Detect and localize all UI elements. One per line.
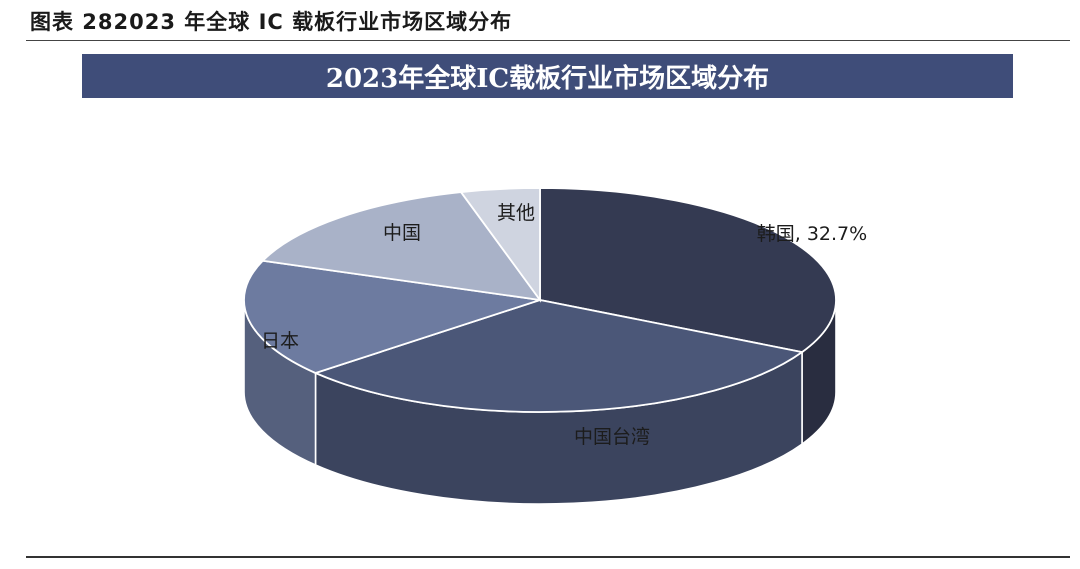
figure-caption: 图表 282023 年全球 IC 载板行业市场区域分布 xyxy=(30,10,513,34)
pie-labels: 韩国, 32.7% 中国台湾 日本 中国 其他 xyxy=(261,202,867,448)
pie-label-korea: 韩国, 32.7% xyxy=(757,223,867,245)
pie-side-wall xyxy=(243,299,837,505)
pie-top-face xyxy=(243,187,837,413)
pie-label-taiwan: 中国台湾 xyxy=(574,426,650,448)
pie-label-other: 其他 xyxy=(497,202,535,224)
pie-slice-china xyxy=(260,191,542,302)
pie-label-china: 中国 xyxy=(383,222,421,244)
pie-slice-other xyxy=(459,187,541,303)
pie-slice-taiwan xyxy=(313,299,805,413)
top-divider xyxy=(26,40,1070,41)
bottom-divider xyxy=(26,556,1070,558)
pie-slice-korea xyxy=(539,187,837,354)
pie-slice-japan xyxy=(243,259,541,374)
chart-title: 2023年全球IC载板行业市场区域分布 xyxy=(82,54,1013,98)
pie-label-japan: 日本 xyxy=(261,330,299,352)
